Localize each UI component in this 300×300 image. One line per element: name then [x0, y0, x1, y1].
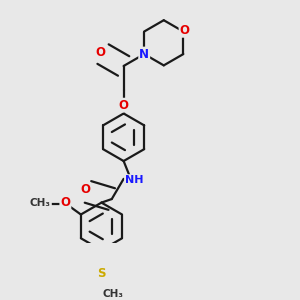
- Text: CH₃: CH₃: [103, 289, 124, 299]
- Text: CH₃: CH₃: [30, 198, 51, 208]
- Text: S: S: [97, 267, 106, 280]
- Text: N: N: [139, 48, 149, 61]
- Text: O: O: [180, 24, 190, 37]
- Text: O: O: [80, 183, 90, 196]
- Text: O: O: [60, 196, 70, 209]
- Text: O: O: [95, 46, 105, 59]
- Text: O: O: [118, 99, 129, 112]
- Text: NH: NH: [125, 175, 144, 185]
